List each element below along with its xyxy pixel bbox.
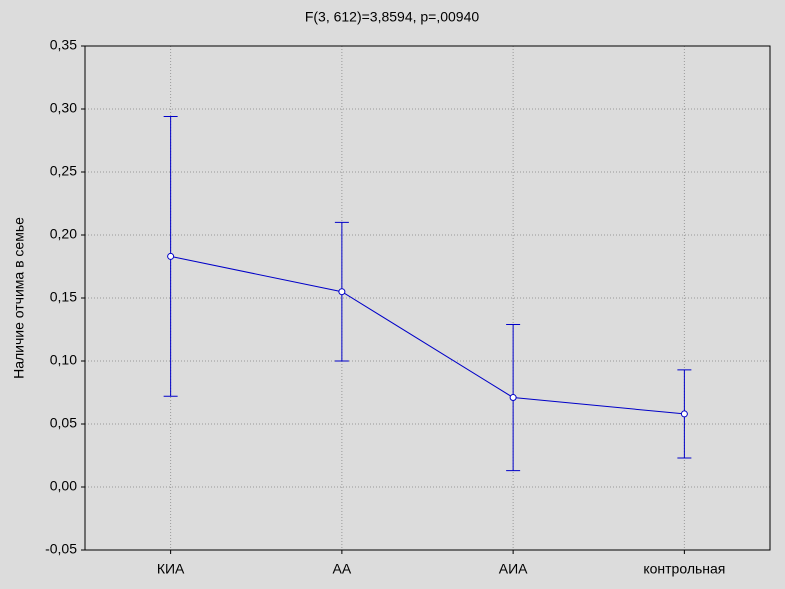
- mean-marker: [167, 252, 175, 260]
- y-tick-label: 0,30: [50, 100, 77, 116]
- plot-frame: [84, 45, 771, 551]
- series-line: [170, 255, 685, 415]
- y-tick-label: 0,25: [50, 163, 77, 179]
- y-axis-label: Наличие отчима в семье: [11, 217, 27, 379]
- x-tick-label: контрольная: [643, 561, 725, 577]
- x-tick-label: АИА: [499, 561, 528, 577]
- y-tick-label: 0,10: [50, 352, 77, 368]
- y-tick-label: 0,00: [50, 478, 77, 494]
- x-tick-label: АА: [333, 561, 352, 577]
- x-tick-label: КИА: [157, 561, 185, 577]
- y-tick-label: 0,35: [50, 37, 77, 53]
- y-tick-label: 0,05: [50, 415, 77, 431]
- mean-marker: [680, 410, 688, 418]
- y-tick-label: -0,05: [45, 541, 77, 557]
- y-tick-label: 0,20: [50, 226, 77, 242]
- mean-marker: [509, 394, 517, 402]
- chart-title: F(3, 612)=3,8594, p=,00940: [305, 9, 480, 25]
- mean-marker: [338, 288, 346, 296]
- y-tick-label: 0,15: [50, 289, 77, 305]
